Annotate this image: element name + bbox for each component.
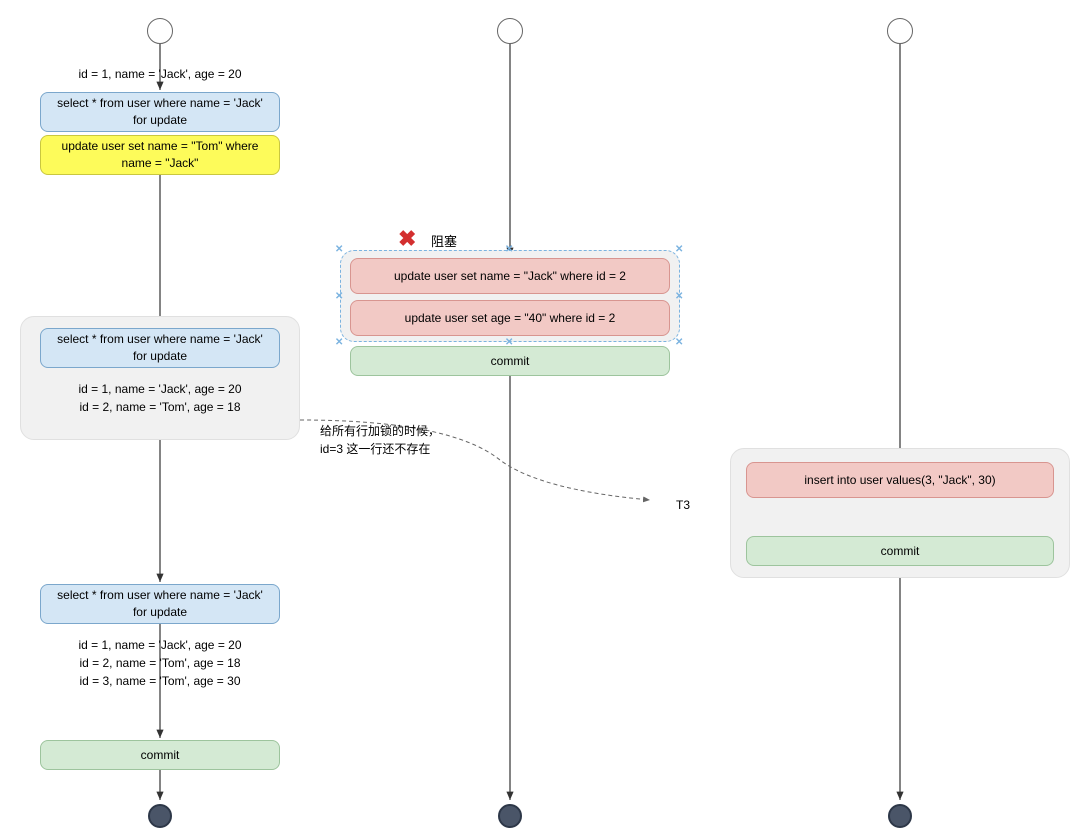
lane3-insert: insert into user values(3, "Jack", 30) xyxy=(746,462,1054,498)
lock-note: 给所有行加锁的时候， id=3 这一行还不存在 xyxy=(320,422,480,458)
lane2-commit: commit xyxy=(350,346,670,376)
lane2-update-2-text: update user set age = "40" where id = 2 xyxy=(405,310,616,327)
lane3-commit: commit xyxy=(746,536,1054,566)
lane2-update-1: update user set name = "Jack" where id =… xyxy=(350,258,670,294)
lane1-end xyxy=(148,804,172,828)
selection-handle[interactable]: ✕ xyxy=(335,291,343,302)
selection-handle[interactable]: ✕ xyxy=(675,244,683,255)
lane1-results-2: id = 1, name = 'Jack', age = 20 id = 2, … xyxy=(40,636,280,690)
lane1-commit-text: commit xyxy=(141,747,180,764)
lane1-select-1-text: select * from user where name = 'Jack' f… xyxy=(51,95,269,129)
selection-handle[interactable]: ✕ xyxy=(505,244,513,255)
lane3-end xyxy=(888,804,912,828)
lane1-select-2-text: select * from user where name = 'Jack' f… xyxy=(51,331,269,365)
lane1-results-1: id = 1, name = 'Jack', age = 20 id = 2, … xyxy=(40,380,280,416)
selection-handle[interactable]: ✕ xyxy=(335,337,343,348)
lane2-update-1-text: update user set name = "Jack" where id =… xyxy=(394,268,626,285)
lane1-select-1: select * from user where name = 'Jack' f… xyxy=(40,92,280,132)
lane3-commit-text: commit xyxy=(881,543,920,560)
lane3-start xyxy=(887,18,913,44)
lane3-insert-text: insert into user values(3, "Jack", 30) xyxy=(804,472,995,489)
lane1-commit: commit xyxy=(40,740,280,770)
selection-handle[interactable]: ✕ xyxy=(675,337,683,348)
lane2-start xyxy=(497,18,523,44)
lane2-commit-text: commit xyxy=(491,353,530,370)
lane1-select-2: select * from user where name = 'Jack' f… xyxy=(40,328,280,368)
lane1-update-text: update user set name = "Tom" where name … xyxy=(51,138,269,172)
lane1-start xyxy=(147,18,173,44)
block-x-icon: ✖ xyxy=(398,226,416,252)
block-label: 阻塞 xyxy=(424,232,464,252)
lane1-select-3: select * from user where name = 'Jack' f… xyxy=(40,584,280,624)
diagram-canvas: id = 1, name = 'Jack', age = 20 select *… xyxy=(0,0,1090,832)
lane2-end xyxy=(498,804,522,828)
selection-handle[interactable]: ✕ xyxy=(675,291,683,302)
lane1-initial-state: id = 1, name = 'Jack', age = 20 xyxy=(55,65,265,83)
t3-label: T3 xyxy=(668,496,698,514)
lane2-update-2: update user set age = "40" where id = 2 xyxy=(350,300,670,336)
selection-handle[interactable]: ✕ xyxy=(335,244,343,255)
lane1-update: update user set name = "Tom" where name … xyxy=(40,135,280,175)
lane1-select-3-text: select * from user where name = 'Jack' f… xyxy=(51,587,269,621)
